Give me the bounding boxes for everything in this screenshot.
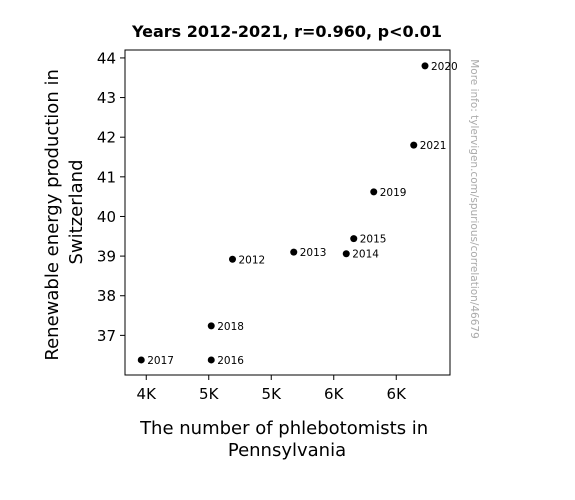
data-point-label: 2021 [420, 140, 447, 152]
x-tick-label: 4K [137, 385, 158, 403]
x-axis-label-line-2: Pennsylvania [228, 440, 346, 461]
data-point [342, 250, 350, 258]
y-axis-label-line-1: Renewable energy production in [42, 69, 63, 360]
data-point [350, 235, 358, 243]
data-point [290, 248, 298, 256]
data-point-label: 2020 [431, 61, 458, 73]
x-tick-label: 6K [324, 385, 345, 403]
data-point [370, 188, 378, 196]
y-tick-label: 44 [97, 49, 116, 67]
y-axis-ticks: 37 38 39 40 41 42 43 44 [97, 49, 125, 345]
data-point-label: 2014 [352, 249, 379, 261]
y-axis-label-line-2: Switzerland [66, 160, 87, 265]
y-tick-label: 40 [97, 208, 116, 226]
data-point [410, 141, 418, 149]
y-tick-label: 42 [97, 129, 116, 147]
data-point [229, 255, 236, 263]
data-point [207, 322, 215, 330]
x-axis-label-line-1: The number of phlebotomists in [139, 418, 428, 439]
y-tick-label: 37 [97, 327, 116, 345]
data-point-label: 2017 [147, 355, 174, 367]
data-point-label: 2016 [217, 355, 244, 367]
y-tick-label: 43 [97, 89, 116, 107]
data-point [207, 356, 215, 364]
data-points: 2012 2013 2014 2015 2016 2017 2018 2019 2020 2021 [137, 61, 458, 367]
y-tick-label: 38 [97, 287, 116, 305]
x-axis-ticks: 4K 5K 5K 6K 6K [137, 375, 408, 403]
data-point [421, 62, 429, 70]
data-point-label: 2019 [380, 187, 407, 199]
x-tick-label: 6K [387, 385, 408, 403]
data-point-label: 2015 [360, 234, 387, 246]
plot-area-frame [124, 49, 451, 376]
watermark-text: More info: tylervigen.com/spurious/corre… [468, 59, 480, 339]
x-axis-label: The number of phlebotomists in Pennsylva… [139, 418, 434, 461]
data-point-label: 2012 [239, 254, 266, 266]
data-point-label: 2018 [217, 321, 244, 333]
x-tick-label: 5K [199, 385, 220, 403]
data-point [137, 356, 145, 364]
chart-title: Years 2012-2021, r=0.960, p<0.01 [131, 22, 442, 41]
x-tick-label: 5K [262, 385, 283, 403]
y-tick-label: 41 [97, 168, 116, 186]
y-tick-label: 39 [97, 248, 116, 266]
y-axis-label: Renewable energy production in Switzerla… [42, 63, 87, 360]
data-point-label: 2013 [300, 247, 327, 259]
